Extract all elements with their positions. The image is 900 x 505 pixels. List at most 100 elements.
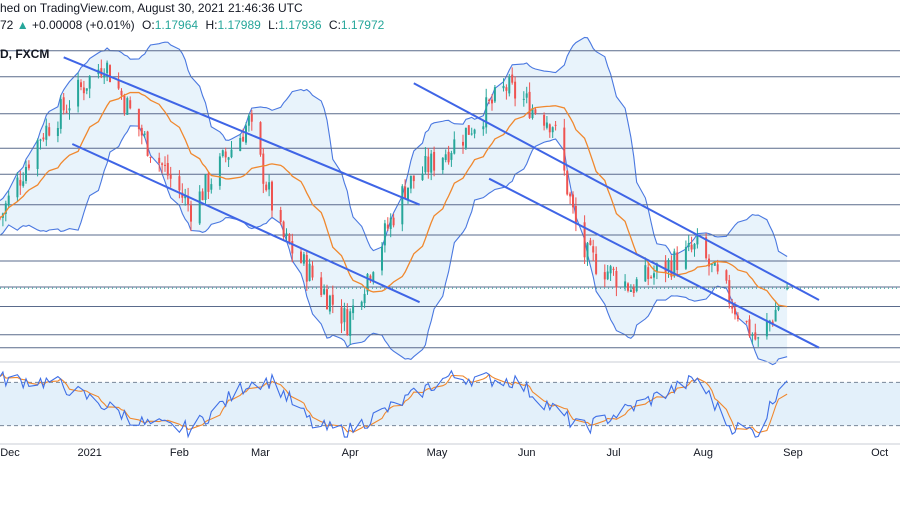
candle — [158, 152, 161, 172]
candle — [667, 258, 670, 278]
candle — [754, 323, 757, 341]
candle-body — [673, 251, 676, 277]
candlesticks — [0, 59, 789, 347]
candle-body — [603, 272, 606, 280]
candle-body — [4, 203, 7, 214]
candle-body — [311, 265, 314, 278]
candle — [569, 191, 572, 204]
candle-body — [502, 85, 505, 89]
candle — [65, 104, 68, 114]
candle — [227, 156, 230, 167]
candle — [27, 160, 30, 171]
candle-body — [731, 306, 734, 309]
candle — [161, 162, 164, 174]
candle — [328, 294, 331, 315]
candle — [372, 271, 375, 285]
candle — [389, 213, 392, 238]
candle-body — [82, 87, 85, 94]
candle-body — [346, 309, 349, 336]
candle — [583, 215, 586, 264]
candle-body — [106, 62, 109, 74]
candle-body — [409, 175, 412, 189]
candle — [551, 126, 554, 138]
candle — [323, 284, 326, 296]
candle — [450, 150, 453, 167]
candle-body — [470, 133, 473, 135]
candle — [653, 265, 655, 285]
candle — [748, 315, 751, 338]
price-fragment: 72 — [0, 18, 14, 32]
candle — [82, 80, 85, 101]
candle — [687, 235, 690, 252]
candle — [592, 239, 595, 262]
candle-body — [349, 311, 352, 336]
candle-body — [745, 320, 748, 322]
candle-body — [363, 293, 366, 304]
candle-body — [109, 65, 111, 83]
candle — [430, 149, 433, 181]
candle — [187, 187, 190, 212]
candle — [360, 300, 363, 310]
channel-line — [71, 143, 421, 304]
candle-body — [716, 264, 719, 272]
candle-body — [389, 217, 392, 229]
candle-body — [667, 260, 670, 271]
candle — [511, 67, 514, 85]
candle-body — [508, 77, 511, 94]
candle — [282, 220, 285, 241]
candle-body — [164, 164, 166, 166]
candle-body — [464, 127, 467, 149]
candle-body — [467, 125, 470, 135]
candle-body — [352, 305, 355, 314]
candle — [574, 197, 577, 232]
candle — [126, 96, 129, 115]
candle-body — [204, 174, 207, 200]
candle-body — [447, 151, 450, 163]
time-tick-label: Jun — [518, 447, 536, 459]
candle — [302, 251, 305, 266]
candle — [265, 181, 268, 192]
candle-body — [531, 108, 534, 119]
candle-body — [615, 271, 618, 288]
candle-body — [39, 139, 42, 141]
candle — [285, 228, 288, 241]
candle — [650, 275, 653, 279]
candle — [198, 185, 201, 225]
candle-body — [647, 267, 650, 280]
candle-body — [493, 87, 496, 102]
candle-body — [551, 127, 554, 133]
candle-body — [569, 193, 572, 197]
candle — [62, 93, 65, 115]
candle-body — [488, 99, 491, 101]
candle-body — [629, 289, 632, 292]
candle — [326, 284, 328, 310]
candle-body — [16, 177, 19, 198]
candle-body — [401, 186, 404, 225]
time-tick-label: Mar — [251, 447, 270, 459]
candle-body — [412, 175, 415, 182]
candle-body — [320, 277, 323, 295]
candle-body — [777, 307, 780, 310]
candle-body — [221, 150, 224, 156]
candle — [103, 68, 106, 84]
candle — [349, 308, 352, 345]
candle-body — [690, 244, 693, 250]
candle-body — [491, 99, 493, 104]
candle-body — [525, 93, 528, 98]
candle — [42, 133, 45, 142]
candle — [606, 265, 609, 281]
candle — [757, 336, 760, 347]
candle — [566, 170, 569, 196]
candle-body — [528, 91, 531, 118]
candle — [453, 131, 456, 155]
candle-body — [242, 136, 245, 142]
candle-body — [328, 295, 331, 312]
candle — [48, 122, 51, 137]
candle-body — [548, 124, 551, 133]
candle — [352, 299, 355, 320]
candle-body — [62, 97, 65, 111]
candle-body — [190, 205, 192, 222]
candle-body — [696, 236, 699, 245]
candle — [473, 128, 476, 139]
